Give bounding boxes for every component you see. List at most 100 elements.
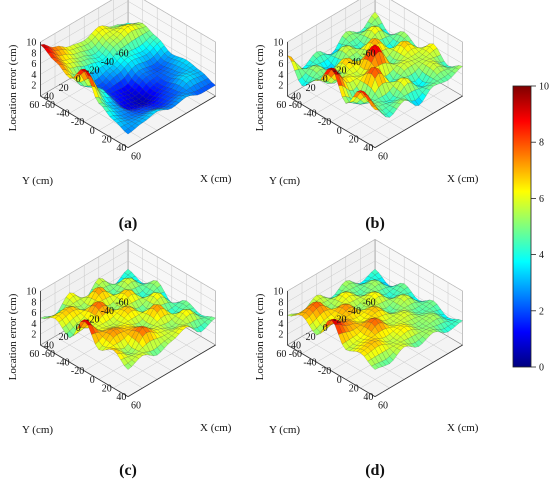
y-tick-label: 0 xyxy=(76,74,81,85)
x-tick-label: 60 xyxy=(131,401,141,412)
y-tick-label: 0 xyxy=(76,323,81,334)
x-tick-label: 40 xyxy=(363,392,373,403)
axis-lines xyxy=(40,291,216,397)
z-tick-label: 10 xyxy=(273,38,283,49)
surface-mesh xyxy=(286,268,463,370)
surface-mesh xyxy=(39,268,216,370)
surface-cell xyxy=(124,128,132,135)
surface-panel: 2468106040200-20-40-606040200-20-40-60Lo… xyxy=(7,0,232,232)
x-axis-label: X (cm) xyxy=(447,173,479,185)
y-tick-label: -40 xyxy=(348,57,361,68)
colorbar: 0 2 4 6 8 10 xyxy=(512,82,549,374)
z-tick-label: 2 xyxy=(278,81,283,92)
panel-label: (b) xyxy=(365,215,385,232)
x-tick-label: -60 xyxy=(42,349,55,360)
x-tick-label: 0 xyxy=(90,375,95,386)
surface-cell xyxy=(371,105,379,111)
y-tick-label: -60 xyxy=(362,48,375,59)
x-tick-label: -40 xyxy=(303,358,316,369)
colorbar-tick-label: 8 xyxy=(539,138,544,149)
x-axis-label: X (cm) xyxy=(200,173,232,185)
x-tick-label: -20 xyxy=(318,117,331,128)
surface-cell xyxy=(124,363,132,370)
z-tick-label: 10 xyxy=(26,38,36,49)
x-tick-label: 20 xyxy=(102,383,112,394)
x-tick-label: 40 xyxy=(116,392,126,403)
z-tick-label: 4 xyxy=(278,70,283,81)
axis-lines xyxy=(286,291,463,397)
z-tick-label: 4 xyxy=(31,70,36,81)
x-tick-label: 60 xyxy=(131,152,141,163)
colorbar-tick-label: 2 xyxy=(539,306,544,317)
x-tick-label: 0 xyxy=(337,375,342,386)
x-tick-label: 60 xyxy=(378,152,388,163)
y-axis-label: Y (cm) xyxy=(269,175,300,187)
surface-mesh xyxy=(287,11,463,118)
x-tick-label: 0 xyxy=(337,126,342,137)
y-tick-label: 40 xyxy=(44,340,54,351)
x-tick-label: 60 xyxy=(378,401,388,412)
z-tick-label: 4 xyxy=(278,319,283,330)
y-tick-label: -60 xyxy=(362,297,375,308)
panel-label: (c) xyxy=(119,462,137,479)
x-tick-label: -40 xyxy=(56,109,69,120)
z-tick-label: 8 xyxy=(31,48,36,59)
colorbar-tick-label: 6 xyxy=(539,194,544,205)
x-tick-label: -20 xyxy=(318,366,331,377)
y-tick-label: -60 xyxy=(115,297,128,308)
z-tick-label: 4 xyxy=(31,319,36,330)
colorbar-tick-label: 10 xyxy=(539,82,549,93)
z-axis-label: Location error (cm) xyxy=(254,44,266,131)
y-axis-label: Y (cm) xyxy=(22,175,53,187)
y-tick-label: -40 xyxy=(101,306,114,317)
z-tick-label: 10 xyxy=(273,287,283,298)
x-axis-label: X (cm) xyxy=(200,422,232,434)
z-tick-label: 2 xyxy=(31,81,36,92)
y-tick-label: 60 xyxy=(276,349,286,360)
y-axis-label: Y (cm) xyxy=(269,424,300,436)
z-tick-label: 8 xyxy=(278,297,283,308)
y-tick-label: -20 xyxy=(86,315,99,326)
x-tick-label: -20 xyxy=(71,117,84,128)
colorbar-ticks: 0 2 4 6 8 10 xyxy=(531,82,549,374)
z-tick-label: 6 xyxy=(31,59,36,70)
x-axis-label: X (cm) xyxy=(447,422,479,434)
y-axis-label: Y (cm) xyxy=(22,424,53,436)
axis-lines xyxy=(40,42,216,148)
x-tick-label: -40 xyxy=(303,109,316,120)
y-tick-label: 40 xyxy=(291,340,301,351)
y-tick-label: 20 xyxy=(59,83,69,94)
surface-mesh xyxy=(40,22,216,135)
colorbar-fill xyxy=(512,85,532,368)
x-tick-label: 0 xyxy=(90,126,95,137)
y-tick-label: -20 xyxy=(86,66,99,77)
x-tick-label: 20 xyxy=(102,134,112,145)
x-tick-label: -60 xyxy=(42,100,55,111)
x-tick-label: 20 xyxy=(349,383,359,394)
y-tick-label: 20 xyxy=(306,83,316,94)
z-tick-label: 2 xyxy=(31,330,36,341)
surface-panel: 2468106040200-20-40-606040200-20-40-60Lo… xyxy=(254,238,479,479)
x-tick-label: -60 xyxy=(289,349,302,360)
x-tick-label: -60 xyxy=(289,100,302,111)
y-tick-label: -20 xyxy=(333,66,346,77)
y-tick-label: 20 xyxy=(59,332,69,343)
y-tick-label: 40 xyxy=(291,91,301,102)
z-tick-label: 6 xyxy=(31,308,36,319)
y-tick-label: 60 xyxy=(276,100,286,111)
y-tick-label: -20 xyxy=(333,315,346,326)
z-axis-label: Location error (cm) xyxy=(7,293,19,380)
panels: 2468106040200-20-40-606040200-20-40-60Lo… xyxy=(7,0,479,479)
z-tick-label: 6 xyxy=(278,59,283,70)
surface-cell xyxy=(371,364,379,370)
z-axis-label: Location error (cm) xyxy=(7,44,19,131)
y-tick-label: 20 xyxy=(306,332,316,343)
z-tick-label: 8 xyxy=(31,297,36,308)
colorbar-tick-label: 4 xyxy=(539,250,544,261)
x-tick-label: 20 xyxy=(349,134,359,145)
surface-panel: 2468106040200-20-40-606040200-20-40-60Lo… xyxy=(7,238,232,479)
y-tick-label: -40 xyxy=(348,306,361,317)
y-tick-label: 0 xyxy=(323,323,328,334)
y-tick-label: -60 xyxy=(115,48,128,59)
